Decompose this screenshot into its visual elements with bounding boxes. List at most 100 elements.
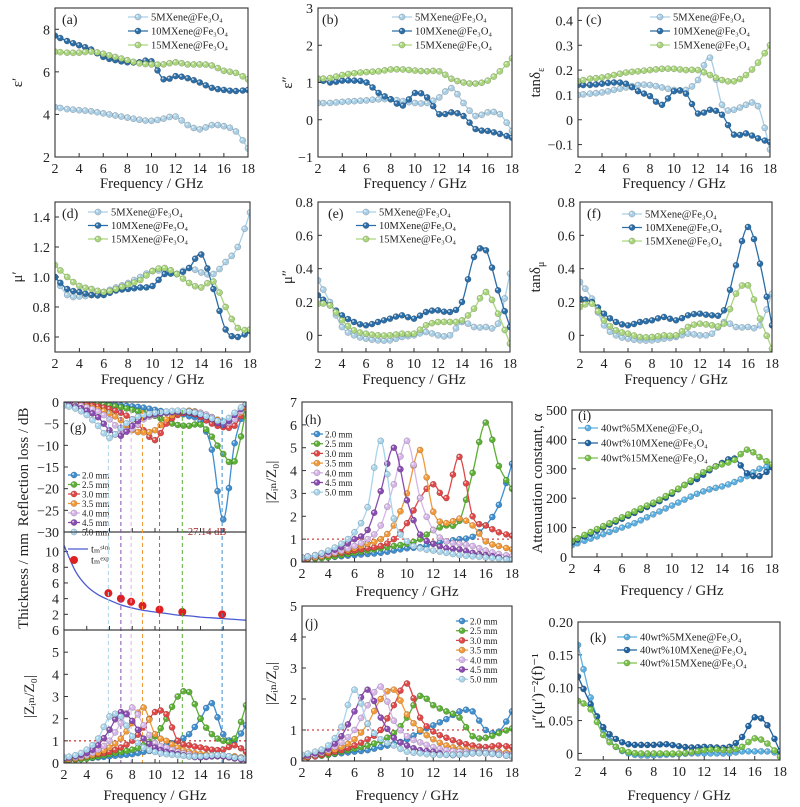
data-point bbox=[100, 742, 108, 750]
data-point bbox=[143, 284, 150, 291]
data-point bbox=[370, 464, 378, 471]
data-point bbox=[123, 710, 130, 718]
data-point-highlight bbox=[113, 730, 116, 733]
data-point bbox=[128, 415, 136, 423]
data-point bbox=[737, 475, 745, 483]
data-point-highlight bbox=[175, 408, 178, 411]
data-point-highlight bbox=[376, 97, 379, 100]
data-point-highlight bbox=[376, 320, 379, 323]
data-point-highlight bbox=[504, 134, 507, 137]
data-point-highlight bbox=[382, 318, 385, 321]
data-point-highlight bbox=[720, 102, 723, 105]
data-point-highlight bbox=[107, 112, 110, 115]
data-point-highlight bbox=[625, 648, 628, 651]
data-point-highlight bbox=[618, 80, 621, 83]
y-tick-label: 2 bbox=[52, 713, 59, 728]
data-point bbox=[197, 421, 204, 428]
data-point bbox=[598, 74, 606, 81]
data-point bbox=[731, 478, 738, 486]
x-tick-label: 2 bbox=[299, 567, 306, 582]
data-point bbox=[693, 472, 701, 480]
data-point bbox=[593, 718, 601, 726]
data-point bbox=[730, 131, 738, 138]
data-point bbox=[449, 751, 457, 759]
data-point bbox=[185, 408, 193, 415]
data-point-highlight bbox=[358, 335, 361, 338]
data-point-highlight bbox=[96, 237, 99, 240]
data-point-highlight bbox=[461, 101, 464, 104]
data-point-highlight bbox=[181, 276, 184, 279]
data-point-highlight bbox=[239, 434, 242, 437]
data-point-highlight bbox=[242, 226, 245, 229]
data-point bbox=[584, 424, 592, 432]
data-point bbox=[313, 469, 321, 477]
data-point bbox=[124, 281, 132, 288]
data-point-highlight bbox=[405, 539, 408, 542]
data-point-highlight bbox=[702, 748, 705, 751]
x-tick-label: 14 bbox=[457, 162, 471, 177]
data-point bbox=[475, 735, 483, 742]
data-point bbox=[214, 417, 221, 425]
data-point bbox=[475, 544, 483, 552]
data-point bbox=[669, 741, 677, 749]
data-point bbox=[180, 422, 187, 430]
data-point-highlight bbox=[696, 78, 699, 81]
data-point bbox=[436, 718, 444, 726]
data-point-highlight bbox=[73, 753, 76, 756]
data-point-highlight bbox=[437, 740, 440, 743]
y-axis-label: tanδε bbox=[528, 68, 547, 98]
data-point bbox=[179, 275, 187, 282]
data-point bbox=[694, 747, 702, 755]
data-point-highlight bbox=[326, 548, 329, 551]
data-point-highlight bbox=[484, 290, 487, 293]
data-point-highlight bbox=[398, 543, 401, 546]
chart-c: 2 4 6 8 10 12 14 16 18−0.100.10.20.30.4Frequency… bbox=[528, 7, 777, 192]
y-tick-label: 5 bbox=[52, 646, 59, 661]
data-point-highlight bbox=[215, 489, 218, 492]
y-tick-label: 0 bbox=[566, 747, 573, 762]
data-point bbox=[319, 75, 327, 82]
data-point bbox=[377, 487, 385, 495]
data-point bbox=[475, 438, 483, 446]
data-point bbox=[646, 81, 654, 89]
data-point bbox=[210, 285, 217, 293]
y-tick-label: −20 bbox=[37, 483, 59, 498]
data-point bbox=[636, 333, 644, 341]
data-point bbox=[324, 742, 332, 749]
data-point-highlight bbox=[460, 318, 463, 321]
data-point bbox=[362, 235, 370, 243]
data-point-highlight bbox=[359, 730, 362, 733]
data-point bbox=[369, 84, 376, 91]
data-point bbox=[592, 89, 600, 97]
data-point-highlight bbox=[485, 78, 488, 81]
data-point-highlight bbox=[431, 541, 434, 544]
data-point-highlight bbox=[626, 331, 629, 334]
data-point-highlight bbox=[147, 748, 150, 751]
data-point bbox=[219, 516, 227, 523]
y-tick-label: 6 bbox=[52, 577, 59, 592]
legend-item: 40wt%10MXene@Fe₃O₄ bbox=[578, 439, 708, 450]
data-point bbox=[443, 715, 450, 723]
data-point bbox=[681, 496, 688, 504]
data-point-highlight bbox=[683, 750, 686, 753]
data-point bbox=[185, 741, 193, 749]
x-tick-label: 16 bbox=[217, 162, 231, 177]
data-point-highlight bbox=[164, 417, 167, 420]
data-point bbox=[155, 265, 162, 272]
data-point-highlight bbox=[701, 470, 704, 473]
data-point-highlight bbox=[193, 267, 196, 270]
data-point bbox=[184, 121, 192, 129]
data-point-highlight bbox=[211, 272, 214, 275]
data-point bbox=[501, 307, 509, 315]
data-point-highlight bbox=[477, 554, 480, 557]
data-point bbox=[612, 318, 620, 326]
data-point-highlight bbox=[502, 328, 505, 331]
data-point-highlight bbox=[651, 742, 654, 745]
data-point bbox=[390, 535, 398, 543]
legend-item: 15MXene@Fe₃O₄ bbox=[356, 235, 456, 246]
data-point-highlight bbox=[728, 307, 731, 310]
data-point bbox=[410, 542, 417, 550]
data-point-highlight bbox=[437, 95, 440, 98]
data-point-highlight bbox=[147, 741, 150, 744]
data-point-highlight bbox=[607, 732, 610, 735]
